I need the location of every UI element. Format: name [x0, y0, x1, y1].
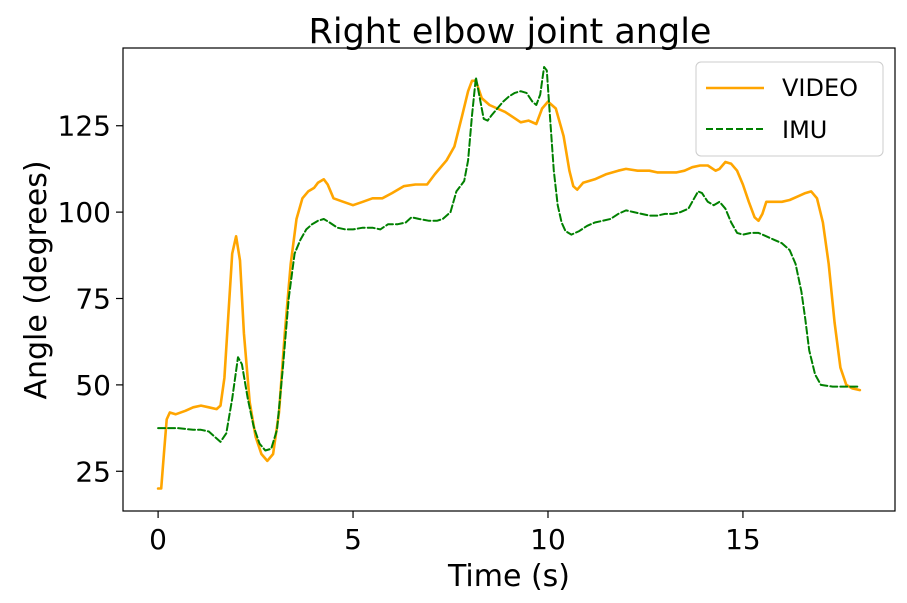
plot-frame [122, 47, 896, 512]
legend-label-video: VIDEO [782, 74, 858, 102]
x-tick-label: 15 [725, 523, 761, 556]
x-axis-label: Time (s) [447, 559, 570, 594]
x-tick-label: 0 [149, 523, 167, 556]
y-tick-label: 100 [58, 196, 111, 229]
legend: VIDEO IMU [695, 61, 884, 157]
x-axis: 0 5 10 15 [149, 511, 761, 556]
series-line-video [156, 79, 862, 490]
y-tick-label: 50 [75, 369, 111, 402]
series-line-imu [157, 66, 861, 452]
x-tick-label: 10 [530, 523, 566, 556]
y-tick-label: 25 [75, 455, 111, 488]
y-tick-label: 125 [58, 110, 111, 143]
legend-label-imu: IMU [782, 116, 827, 144]
y-axis: 25 50 75 100 125 [58, 110, 123, 488]
y-tick-label: 75 [75, 283, 111, 316]
legend-box [695, 61, 884, 157]
x-tick-label: 5 [344, 523, 362, 556]
chart-title: Right elbow joint angle [309, 12, 712, 52]
y-axis-label: Angle (degrees) [19, 160, 54, 399]
